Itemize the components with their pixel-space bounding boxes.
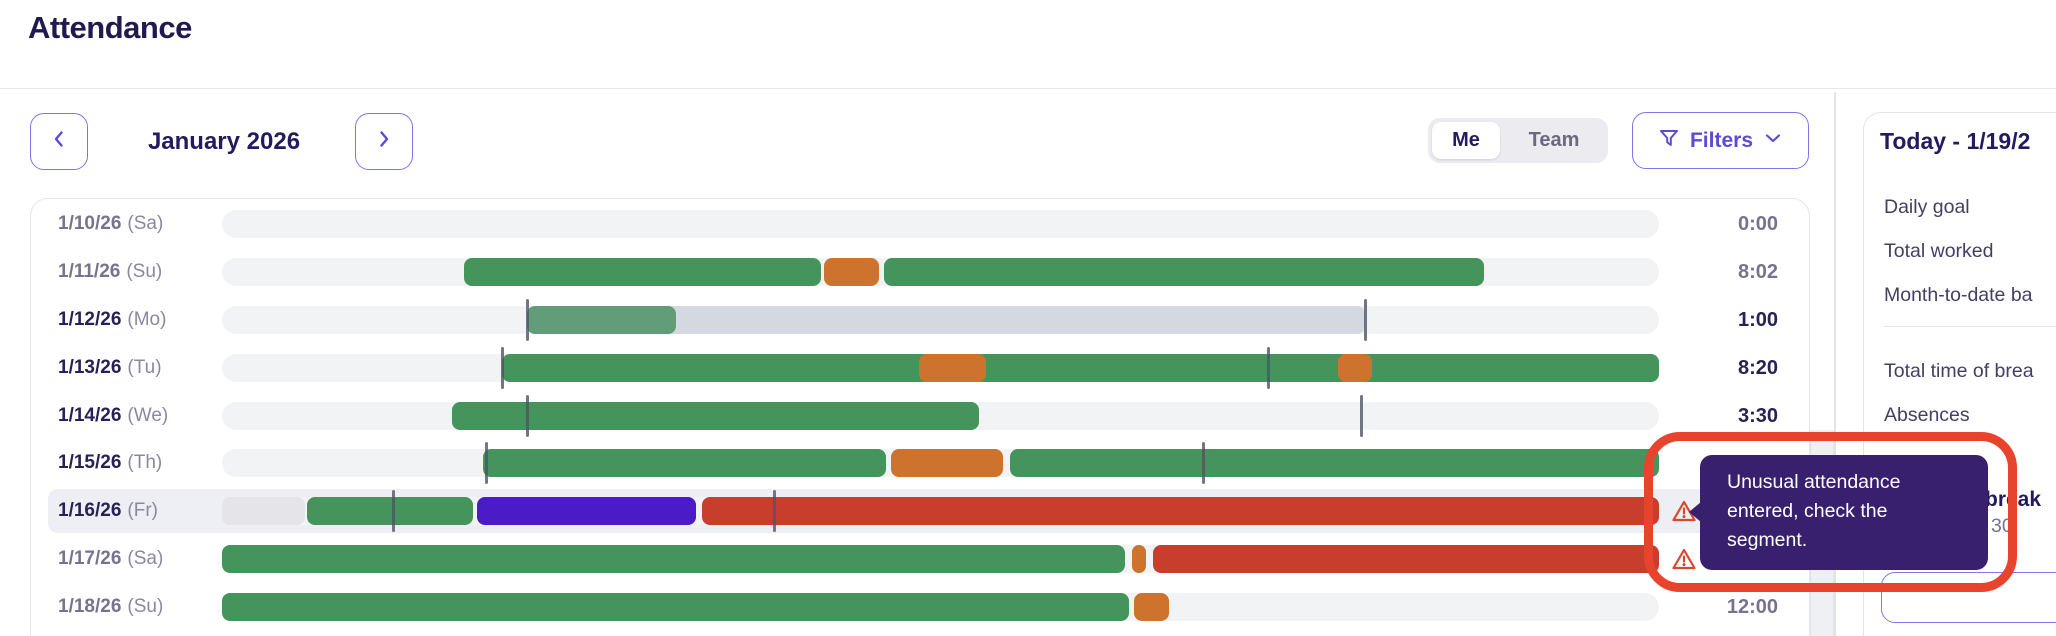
- attendance-segment-orange[interactable]: [891, 449, 1003, 477]
- next-month-button[interactable]: [355, 113, 413, 170]
- attendance-segment-orange[interactable]: [824, 258, 879, 286]
- attendance-segment-orange[interactable]: [1338, 354, 1372, 382]
- chevron-right-icon: [373, 128, 395, 155]
- warning-icon[interactable]: [1671, 547, 1697, 571]
- filter-funnel-icon: [1658, 127, 1680, 155]
- chevron-left-icon: [48, 128, 70, 155]
- header-divider: [0, 88, 2056, 89]
- stat-total-worked: Total worked: [1884, 240, 1994, 262]
- toggle-me[interactable]: Me: [1432, 122, 1500, 159]
- attendance-segment-gray[interactable]: [222, 497, 305, 525]
- attendance-segment-red[interactable]: [702, 497, 1659, 525]
- filters-button[interactable]: Filters: [1632, 112, 1809, 169]
- month-label: January 2026: [147, 127, 301, 155]
- attendance-row: 1/14/26 (We) 3:30: [0, 392, 1810, 440]
- stat-absences: Absences: [1884, 404, 1970, 426]
- attendance-segment-green[interactable]: [222, 593, 1129, 621]
- stat-month-to-date-balance: Month-to-date ba: [1884, 284, 2033, 306]
- attendance-segment-green[interactable]: [884, 258, 1484, 286]
- attendance-track[interactable]: [222, 306, 1659, 334]
- toggle-team[interactable]: Team: [1528, 129, 1580, 151]
- view-toggle: Me Team: [1428, 118, 1608, 163]
- tooltip-arrow: [1689, 502, 1701, 522]
- warning-tooltip: Unusual attendance entered, check the se…: [1689, 455, 1988, 570]
- stat-total-break-time: Total time of brea: [1884, 360, 2034, 382]
- panel-divider: [1884, 326, 2056, 327]
- tooltip-text-line: Unusual attendance: [1727, 471, 1901, 493]
- attendance-segment-purple[interactable]: [477, 497, 696, 525]
- attendance-segment-green[interactable]: [452, 402, 979, 430]
- stat-daily-goal: Daily goal: [1884, 196, 1970, 218]
- chevron-down-icon: [1763, 128, 1783, 154]
- panel-action-button[interactable]: [1881, 572, 2056, 623]
- attendance-segment-orange[interactable]: [919, 354, 986, 382]
- attendance-segment-orange[interactable]: [1132, 545, 1146, 573]
- attendance-track[interactable]: [222, 210, 1659, 238]
- attendance-segment-green[interactable]: [502, 354, 1659, 382]
- today-panel-title: Today - 1/19/2: [1880, 128, 2031, 154]
- content-panel-divider: [1834, 92, 1836, 636]
- panel-break-value: 30: [1991, 515, 2013, 537]
- attendance-segment-green[interactable]: [307, 497, 473, 525]
- filters-label: Filters: [1689, 128, 1754, 152]
- panel-break-heading: break: [1985, 488, 2042, 511]
- attendance-segment-green[interactable]: [1010, 449, 1659, 477]
- attendance-segment-green[interactable]: [464, 258, 821, 286]
- previous-month-button[interactable]: [30, 113, 88, 170]
- tooltip-text-line: segment.: [1727, 529, 1808, 551]
- attendance-segment-mutedgreen[interactable]: [527, 306, 676, 334]
- attendance-row: 1/17/26 (Sa): [0, 535, 1810, 583]
- attendance-segment-red[interactable]: [1153, 545, 1659, 573]
- attendance-segment-green[interactable]: [222, 545, 1125, 573]
- attendance-segment-orange[interactable]: [1134, 593, 1169, 621]
- page-title: Attendance: [28, 10, 192, 45]
- tooltip-text-line: entered, check the: [1727, 500, 1888, 522]
- attendance-segment-green[interactable]: [483, 449, 886, 477]
